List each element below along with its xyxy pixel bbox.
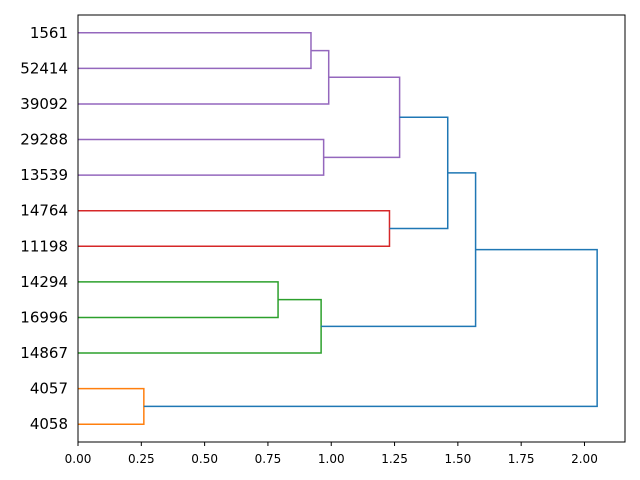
leaf-label: 14764 — [20, 202, 68, 220]
leaf-labels: 1561 52414 39092 29288 13539 14764 11198 14294 1… — [20, 24, 68, 433]
dendrogram-link — [78, 32, 312, 70]
x-tick-label: 0.75 — [255, 452, 282, 466]
leaf-label: 16996 — [20, 308, 68, 326]
x-tick-label: 0.00 — [65, 452, 92, 466]
leaf-label: 11198 — [20, 237, 68, 255]
plot-frame — [77, 14, 626, 443]
x-tick-label: 2.00 — [571, 452, 598, 466]
dendrogram-link — [321, 172, 477, 328]
x-tick-label: 0.25 — [128, 452, 155, 466]
dendrogram-link — [78, 138, 325, 176]
dendrogram-link — [78, 209, 391, 248]
x-tick-label: 1.50 — [445, 452, 472, 466]
leaf-label: 39092 — [20, 95, 68, 113]
leaf-label: 1561 — [30, 24, 68, 42]
x-tick-label: 1.75 — [508, 452, 535, 466]
leaf-label: 13539 — [20, 166, 68, 184]
dendrogram-link — [143, 248, 598, 408]
leaf-label: 4058 — [30, 415, 68, 433]
leaf-label: 14294 — [20, 273, 68, 291]
dendrogram-link — [78, 49, 330, 105]
x-tick-label: 1.25 — [381, 452, 408, 466]
leaf-label: 52414 — [20, 59, 68, 77]
dendrogram-links — [78, 32, 598, 425]
dendrogram-link — [323, 76, 401, 159]
leaf-label: 4057 — [30, 380, 68, 398]
leaf-label: 14867 — [20, 344, 68, 362]
x-axis: 0.00 0.25 0.50 0.75 1.00 1.25 1.50 1.75 2.00 — [65, 442, 598, 466]
dendrogram-link — [389, 116, 449, 230]
leaf-label: 29288 — [20, 131, 68, 149]
x-tick-label: 1.00 — [318, 452, 345, 466]
x-tick-label: 0.50 — [191, 452, 218, 466]
dendrogram-link — [78, 387, 145, 425]
dendrogram-link — [78, 298, 322, 354]
dendrogram-link — [78, 281, 279, 319]
